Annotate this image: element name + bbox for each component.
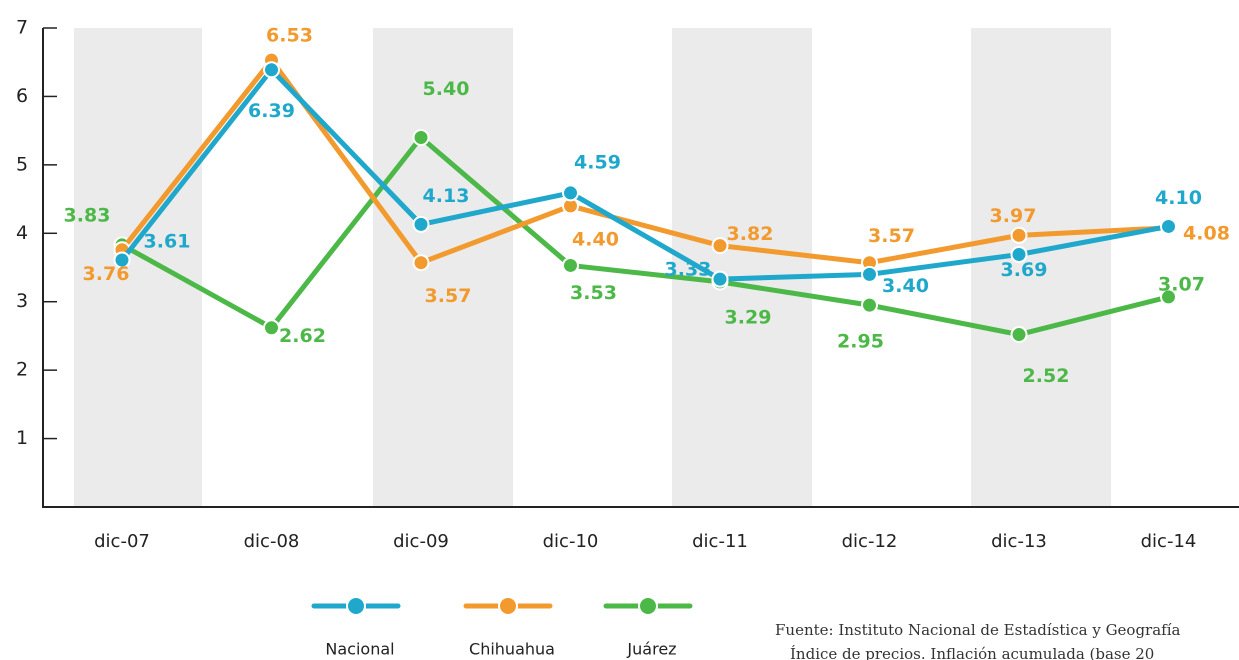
x-tick-label: dic-13 xyxy=(991,531,1047,552)
data-label: 2.95 xyxy=(837,331,884,353)
data-label: 3.57 xyxy=(868,225,915,247)
data-label: 4.59 xyxy=(574,151,621,173)
point xyxy=(263,61,280,79)
source-line: Índice de precios. Inflación acumulada (… xyxy=(790,645,1154,660)
point xyxy=(1010,326,1028,344)
point xyxy=(562,256,579,274)
point xyxy=(562,184,579,202)
bands xyxy=(74,28,1111,507)
point xyxy=(1160,288,1177,306)
point xyxy=(412,128,430,146)
source-line: Fuente: Instituto Nacional de Estadístic… xyxy=(775,621,1181,639)
y-tick-label: 7 xyxy=(16,17,28,39)
legend-marker xyxy=(638,596,658,616)
point xyxy=(412,254,430,272)
data-label: 2.52 xyxy=(1023,365,1070,387)
point xyxy=(1010,226,1028,244)
data-label: 3.40 xyxy=(882,275,929,297)
legend-label: Juárez xyxy=(626,640,676,659)
data-label: 3.57 xyxy=(425,285,472,307)
legend-marker xyxy=(346,596,366,616)
legend-label: Chihuahua xyxy=(469,640,555,659)
y-tick-label: 6 xyxy=(16,85,28,107)
data-label: 4.13 xyxy=(423,185,470,207)
data-label: 3.76 xyxy=(83,263,130,285)
point xyxy=(1010,245,1028,263)
data-label: 6.39 xyxy=(248,100,295,122)
data-label: 3.61 xyxy=(144,230,191,252)
data-label: 3.83 xyxy=(64,204,111,226)
data-label: 5.40 xyxy=(423,78,470,100)
point xyxy=(711,237,729,255)
data-label: 3.33 xyxy=(665,259,712,281)
point xyxy=(263,319,280,337)
band xyxy=(373,28,513,507)
data-label: 4.10 xyxy=(1155,187,1202,209)
data-label: 3.53 xyxy=(570,282,617,304)
x-tick-label: dic-10 xyxy=(543,531,599,552)
series-line xyxy=(120,67,1169,282)
legend-marker xyxy=(498,596,518,616)
y-tick-label: 2 xyxy=(16,359,28,381)
point xyxy=(861,265,878,283)
band xyxy=(74,28,202,507)
y-tick-label: 1 xyxy=(16,427,28,449)
data-label: 6.53 xyxy=(266,25,313,47)
data-label: 3.07 xyxy=(1158,273,1205,295)
x-tick-label: dic-09 xyxy=(393,531,449,552)
legend-label: Nacional xyxy=(325,640,394,659)
band xyxy=(971,28,1111,507)
y-tick-label: 3 xyxy=(16,290,28,312)
y-tick-label: 5 xyxy=(16,153,28,175)
x-tick-label: dic-12 xyxy=(842,531,898,552)
x-tick-label: dic-14 xyxy=(1141,531,1197,552)
data-label: 3.97 xyxy=(990,205,1037,227)
series-line xyxy=(120,134,1170,338)
point xyxy=(1160,217,1177,235)
x-tick-label: dic-07 xyxy=(94,531,150,552)
point xyxy=(711,270,729,288)
data-label: 3.29 xyxy=(725,306,772,328)
data-label: 4.08 xyxy=(1183,222,1230,244)
point xyxy=(113,251,131,269)
data-label: 3.69 xyxy=(1001,259,1048,281)
point xyxy=(412,215,430,233)
x-tick-label: dic-11 xyxy=(692,531,748,552)
data-label: 4.40 xyxy=(572,228,619,250)
y-tick-label: 4 xyxy=(16,222,28,244)
data-label: 3.82 xyxy=(727,223,774,245)
point xyxy=(861,296,878,314)
x-tick-label: dic-08 xyxy=(244,531,300,552)
data-label: 2.62 xyxy=(279,325,326,347)
